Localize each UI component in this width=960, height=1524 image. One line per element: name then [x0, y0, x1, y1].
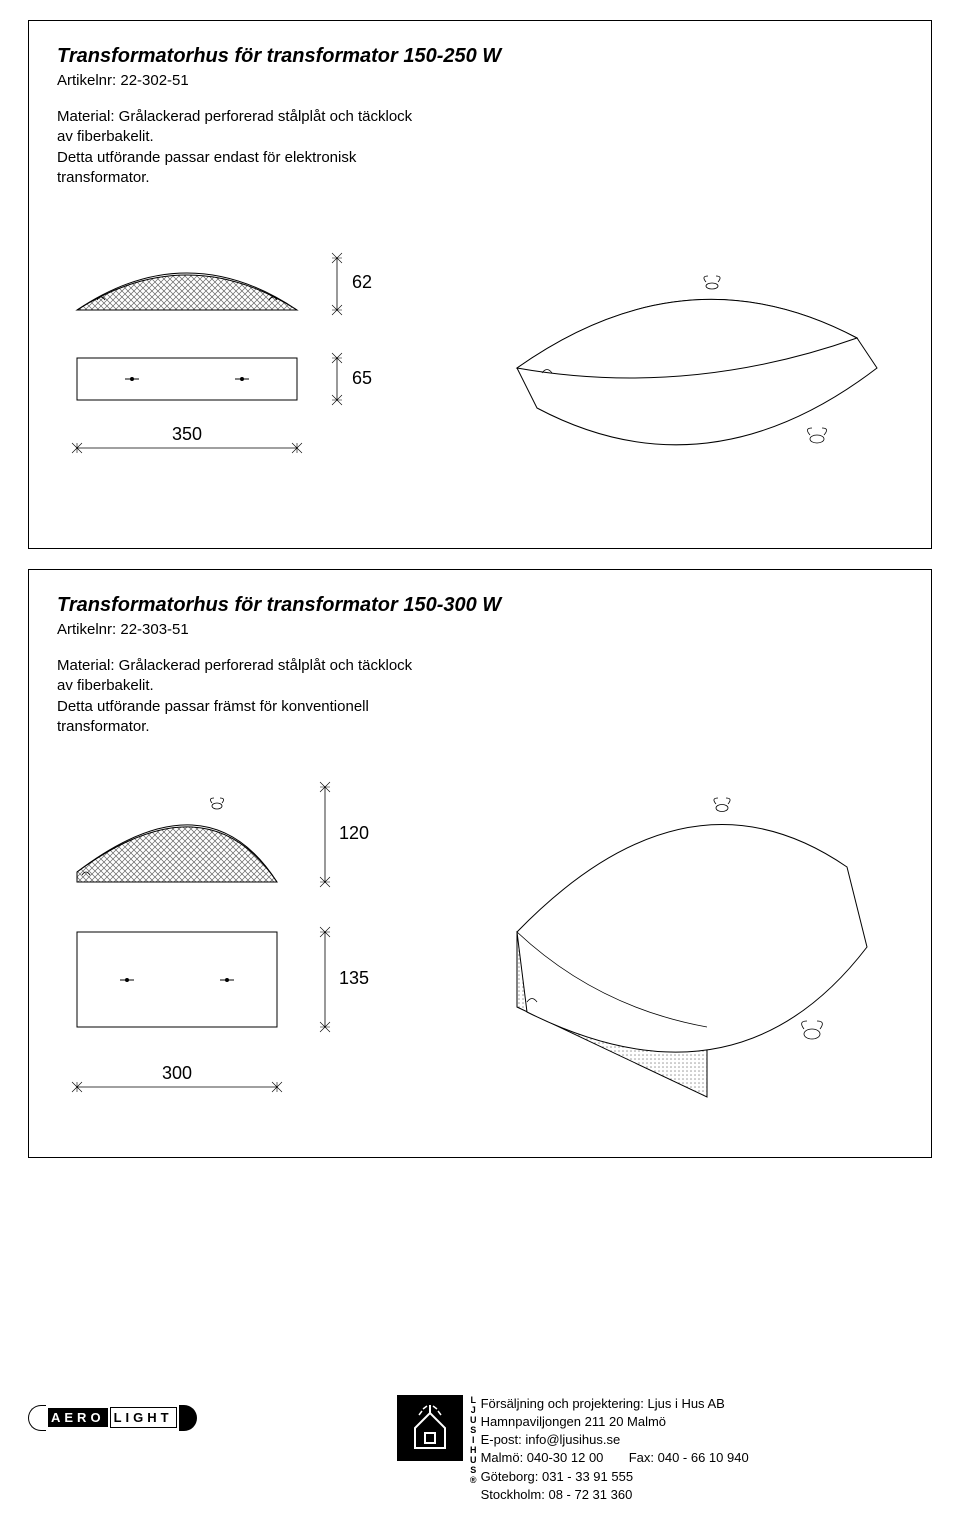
ljus-ihus-text: LJUSIHUS®	[470, 1395, 477, 1485]
aerolight-logo: AERO LIGHT	[28, 1405, 197, 1431]
footer-line6: Stockholm: 08 - 72 31 360	[481, 1486, 749, 1504]
footer-line1: Försäljning och projektering: Ljus i Hus…	[481, 1395, 749, 1413]
footer-line4b: Fax: 040 - 66 10 940	[629, 1450, 749, 1465]
spec-section-2: Transformatorhus för transformator 150-3…	[28, 569, 932, 1158]
section2-material-l4: transformator.	[57, 717, 903, 737]
footer-line2: Hamnpaviljongen 211 20 Malmö	[481, 1413, 749, 1431]
house-logo-wrapper: LJUSIHUS®	[397, 1395, 463, 1461]
footer-line3: E-post: info@ljusihus.se	[481, 1431, 749, 1449]
logo-light: LIGHT	[110, 1407, 177, 1428]
section2-material-l1: Material: Grålackerad perforerad stålplå…	[57, 656, 903, 676]
house-logo-icon	[397, 1395, 463, 1461]
logo-aero: AERO	[48, 1408, 108, 1427]
section1-diagram: 62 65 350	[57, 218, 903, 518]
section2-diagram: 120 135 300	[57, 767, 903, 1127]
spec-section-1: Transformatorhus för transformator 150-2…	[28, 20, 932, 549]
section2-material-l2: av fiberbakelit.	[57, 676, 903, 696]
section2-title: Transformatorhus för transformator 150-3…	[57, 594, 903, 617]
dim-62: 62	[352, 272, 372, 292]
section1-material-l1: Material: Grålackerad perforerad stålplå…	[57, 107, 903, 127]
footer-contact: Försäljning och projektering: Ljus i Hus…	[481, 1395, 749, 1504]
section1-material-l4: transformator.	[57, 168, 903, 188]
dim-135: 135	[339, 968, 369, 988]
section1-material-l2: av fiberbakelit.	[57, 127, 903, 147]
dim-65: 65	[352, 368, 372, 388]
section1-title: Transformatorhus för transformator 150-2…	[57, 45, 903, 68]
section2-material-l3: Detta utförande passar främst för konven…	[57, 697, 903, 717]
section1-article: Artikelnr: 22-302-51	[57, 72, 903, 89]
footer-line4a: Malmö: 040-30 12 00	[481, 1450, 604, 1465]
section1-material-l3: Detta utförande passar endast för elektr…	[57, 148, 903, 168]
section2-article: Artikelnr: 22-303-51	[57, 621, 903, 638]
dim-300: 300	[162, 1063, 192, 1083]
dim-120: 120	[339, 823, 369, 843]
page-footer: AERO LIGHT LJUSIHUS® Försäljning och pro…	[0, 1395, 960, 1504]
footer-line5: Göteborg: 031 - 33 91 555	[481, 1468, 749, 1486]
dim-350: 350	[172, 424, 202, 444]
